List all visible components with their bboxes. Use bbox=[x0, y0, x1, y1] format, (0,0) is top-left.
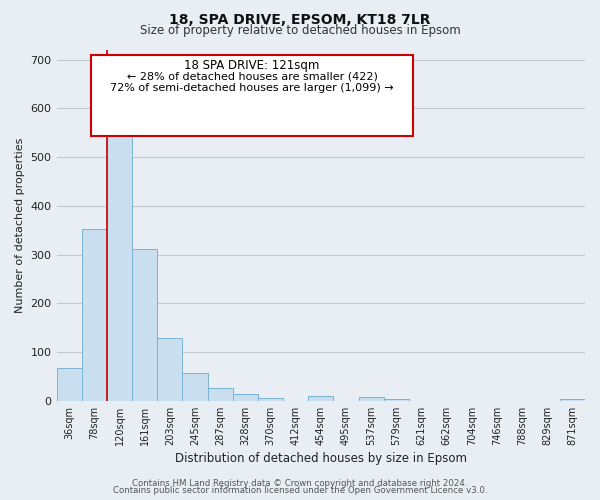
X-axis label: Distribution of detached houses by size in Epsom: Distribution of detached houses by size … bbox=[175, 452, 467, 465]
Bar bbox=[182, 373, 208, 401]
Bar bbox=[258, 398, 283, 401]
Bar bbox=[233, 394, 258, 401]
FancyBboxPatch shape bbox=[91, 56, 413, 136]
Bar bbox=[107, 124, 132, 401]
Bar bbox=[132, 250, 157, 401]
Bar bbox=[56, 368, 82, 401]
Text: ← 28% of detached houses are smaller (422): ← 28% of detached houses are smaller (42… bbox=[127, 71, 377, 81]
Bar bbox=[208, 388, 233, 401]
Text: 18, SPA DRIVE, EPSOM, KT18 7LR: 18, SPA DRIVE, EPSOM, KT18 7LR bbox=[169, 12, 431, 26]
Bar bbox=[383, 400, 409, 401]
Bar bbox=[359, 397, 383, 401]
Bar bbox=[157, 338, 182, 401]
Bar bbox=[560, 400, 585, 401]
Text: Size of property relative to detached houses in Epsom: Size of property relative to detached ho… bbox=[140, 24, 460, 37]
Text: 18 SPA DRIVE: 121sqm: 18 SPA DRIVE: 121sqm bbox=[184, 59, 320, 72]
Bar bbox=[308, 396, 334, 401]
Y-axis label: Number of detached properties: Number of detached properties bbox=[15, 138, 25, 313]
Text: Contains public sector information licensed under the Open Government Licence v3: Contains public sector information licen… bbox=[113, 486, 487, 495]
Bar bbox=[82, 230, 107, 401]
Text: Contains HM Land Registry data © Crown copyright and database right 2024.: Contains HM Land Registry data © Crown c… bbox=[132, 478, 468, 488]
Text: 72% of semi-detached houses are larger (1,099) →: 72% of semi-detached houses are larger (… bbox=[110, 84, 394, 94]
